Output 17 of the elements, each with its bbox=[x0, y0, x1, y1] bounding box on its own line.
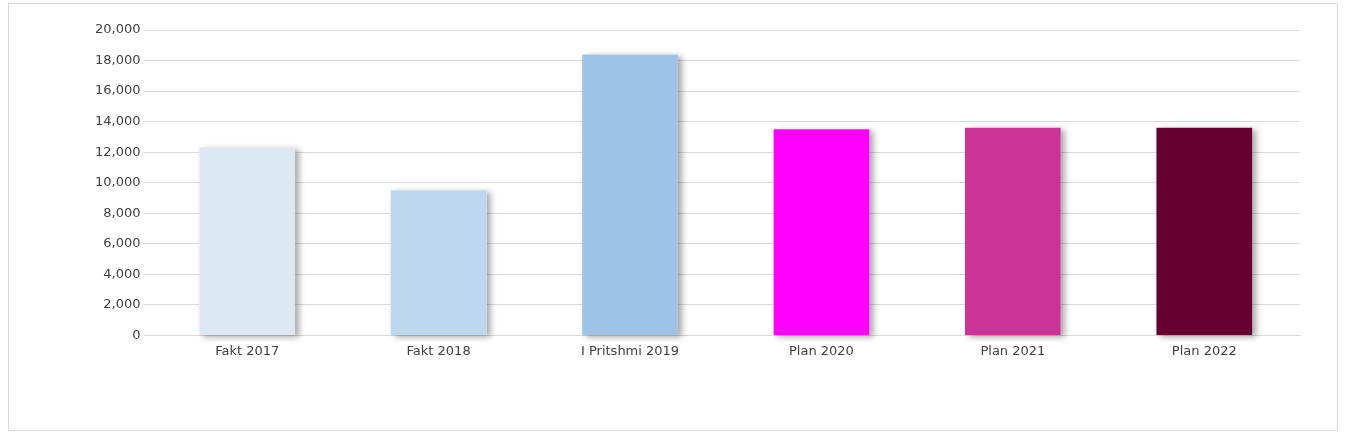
y-tick-label: 16,000 bbox=[94, 82, 141, 98]
x-tick-label: Fakt 2018 bbox=[406, 342, 471, 358]
y-tick-label: 10,000 bbox=[94, 174, 141, 190]
y-tick-label: 8,000 bbox=[103, 204, 141, 220]
y-tick-label: 6,000 bbox=[103, 235, 141, 251]
y-tick-label: 0 bbox=[132, 326, 141, 342]
x-tick-label: Plan 2020 bbox=[789, 342, 854, 358]
y-tick-label: 12,000 bbox=[94, 143, 141, 159]
y-tick-label: 20,000 bbox=[94, 21, 141, 37]
x-tick-label: I Pritshmi 2019 bbox=[580, 342, 680, 358]
y-tick-label: 14,000 bbox=[94, 113, 141, 128]
x-tick-label: Plan 2022 bbox=[1171, 342, 1237, 358]
y-tick-label: 2,000 bbox=[103, 296, 141, 312]
y-tick-label: 18,000 bbox=[94, 51, 141, 67]
x-tick-label: Plan 2021 bbox=[980, 342, 1046, 358]
y-tick-label: 4,000 bbox=[103, 265, 141, 281]
x-tick-label: Fakt 2017 bbox=[215, 342, 280, 358]
